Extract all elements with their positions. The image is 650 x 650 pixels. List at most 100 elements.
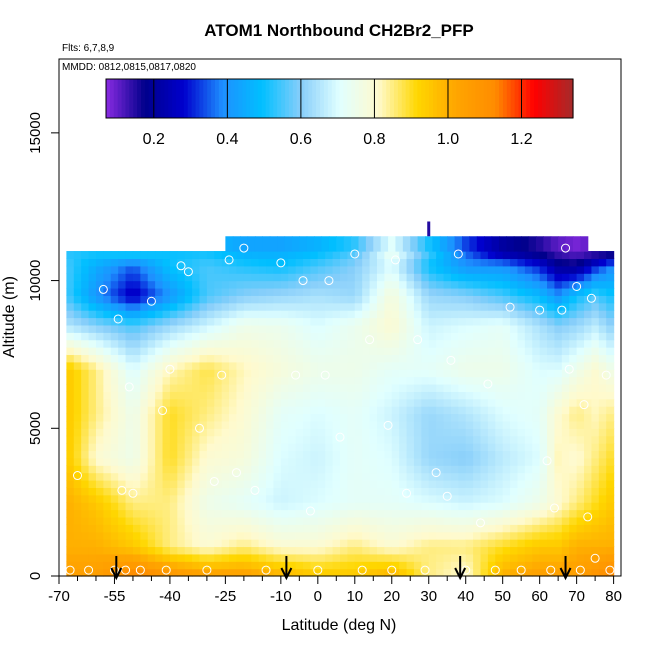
heatmap-cell bbox=[162, 413, 171, 422]
heatmap-cell bbox=[421, 369, 430, 378]
heatmap-cell bbox=[384, 450, 393, 459]
heatmap-cell bbox=[155, 450, 164, 459]
heatmap-cell bbox=[303, 310, 312, 319]
heatmap-cell bbox=[458, 391, 467, 400]
heatmap-cell bbox=[421, 524, 430, 533]
heatmap-cell bbox=[147, 553, 156, 562]
heatmap-cell bbox=[473, 531, 482, 540]
heatmap-cell bbox=[576, 420, 585, 429]
heatmap-cell bbox=[362, 509, 371, 518]
colorbar-segment bbox=[323, 79, 329, 118]
heatmap-cell bbox=[517, 376, 526, 385]
heatmap-cell bbox=[273, 324, 282, 333]
heatmap-cell bbox=[125, 310, 134, 319]
colorbar-segment bbox=[479, 79, 485, 118]
heatmap-cell bbox=[317, 398, 326, 407]
colorbar-segment bbox=[378, 79, 383, 118]
heatmap-cell bbox=[206, 487, 215, 496]
heatmap-cell bbox=[569, 502, 578, 511]
heatmap-cell bbox=[288, 317, 297, 326]
heatmap-cell bbox=[199, 354, 208, 363]
heatmap-cell bbox=[399, 310, 408, 319]
heatmap-cell bbox=[295, 435, 304, 444]
heatmap-cell bbox=[384, 561, 393, 570]
heatmap-cell bbox=[606, 457, 615, 466]
heatmap-cell bbox=[310, 502, 319, 511]
heatmap-cell bbox=[532, 546, 541, 555]
heatmap-cell bbox=[192, 502, 201, 511]
heatmap-cell bbox=[169, 295, 178, 304]
heatmap-cell bbox=[273, 553, 282, 562]
sample-point bbox=[276, 258, 286, 268]
heatmap-cell bbox=[576, 287, 585, 296]
heatmap-cell bbox=[229, 310, 238, 319]
heatmap-cell bbox=[192, 383, 201, 392]
heatmap-cell bbox=[103, 428, 112, 437]
heatmap-cell bbox=[347, 258, 356, 267]
heatmap-cell bbox=[436, 265, 445, 274]
sample-point bbox=[564, 364, 574, 374]
heatmap-cell bbox=[184, 251, 193, 260]
heatmap-cell bbox=[303, 502, 312, 511]
sample-point bbox=[135, 565, 145, 575]
heatmap-cell bbox=[554, 369, 563, 378]
heatmap-cell bbox=[73, 317, 82, 326]
heatmap-cell bbox=[413, 516, 422, 525]
heatmap-cell bbox=[532, 487, 541, 496]
heatmap-cell bbox=[147, 546, 156, 555]
heatmap-cell bbox=[340, 383, 348, 392]
heatmap-cell bbox=[206, 265, 215, 274]
heatmap-cell bbox=[450, 413, 459, 422]
heatmap-cell bbox=[421, 280, 430, 289]
sample-point bbox=[224, 255, 234, 265]
heatmap-cell bbox=[169, 287, 178, 296]
heatmap-cell bbox=[251, 347, 260, 356]
heatmap-cell bbox=[317, 383, 326, 392]
heatmap-cell bbox=[147, 317, 156, 326]
heatmap-cell bbox=[576, 391, 585, 400]
heatmap-cell bbox=[502, 324, 511, 333]
heatmap-cell bbox=[88, 251, 97, 260]
heatmap-cell bbox=[487, 354, 496, 363]
sample-point bbox=[516, 565, 526, 575]
heatmap-cell bbox=[177, 287, 186, 296]
heatmap-cell bbox=[140, 553, 149, 562]
heatmap-cell bbox=[81, 347, 90, 356]
colorbar-segment bbox=[331, 79, 337, 118]
heatmap-cell bbox=[362, 251, 371, 260]
heatmap-cell bbox=[532, 561, 541, 570]
heatmap-cell bbox=[199, 546, 208, 555]
heatmap-cell bbox=[214, 376, 223, 385]
heatmap-cell bbox=[569, 258, 578, 267]
heatmap-cell bbox=[243, 347, 252, 356]
heatmap-cell bbox=[406, 258, 415, 267]
heatmap-cell bbox=[177, 251, 186, 260]
heatmap-cell bbox=[369, 457, 378, 466]
heatmap-cell bbox=[303, 273, 312, 282]
heatmap-cell bbox=[317, 339, 326, 348]
heatmap-cell bbox=[561, 457, 570, 466]
heatmap-cell bbox=[524, 509, 533, 518]
heatmap-cell bbox=[110, 406, 119, 415]
heatmap-cell bbox=[539, 546, 548, 555]
heatmap-cell bbox=[214, 553, 223, 562]
heatmap-cell bbox=[214, 479, 223, 488]
heatmap-cell bbox=[598, 420, 607, 429]
heatmap-cell bbox=[177, 295, 186, 304]
heatmap-cell bbox=[576, 465, 585, 474]
heatmap-cell bbox=[206, 420, 215, 429]
heatmap-cell bbox=[421, 347, 430, 356]
heatmap-cell bbox=[236, 561, 245, 570]
heatmap-cell bbox=[162, 361, 171, 370]
heatmap-cell bbox=[465, 383, 474, 392]
heatmap-cell bbox=[569, 369, 578, 378]
heatmap-cell bbox=[340, 494, 348, 503]
heatmap-cell bbox=[539, 280, 548, 289]
heatmap-cell bbox=[229, 443, 238, 452]
heatmap-cell bbox=[510, 443, 519, 452]
heatmap-cell bbox=[162, 443, 171, 452]
heatmap-cell bbox=[362, 420, 371, 429]
colorbar-segment bbox=[405, 79, 411, 118]
heatmap-cell bbox=[243, 302, 252, 311]
colorbar-segment bbox=[537, 79, 543, 118]
